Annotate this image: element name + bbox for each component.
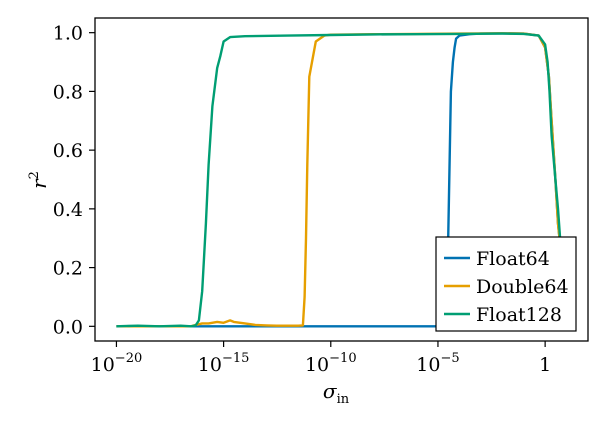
x-tick-label-1: 10−15: [198, 351, 250, 376]
x-axis: 10−20 10−15 10−10 10−5 1: [91, 341, 551, 376]
series-line-float128: [116, 32, 562, 328]
x-tick-label-4: 1: [539, 354, 551, 376]
legend-label-float64: Float64: [476, 248, 550, 270]
y-tick-label-5: 1.0: [53, 23, 83, 45]
series-layer: [116, 32, 562, 328]
y-tick-label-1: 0.2: [53, 258, 83, 280]
y-axis-label: r2: [27, 171, 51, 189]
y-tick-label-4: 0.8: [53, 81, 83, 103]
legend: Float64 Double64 Float128: [435, 236, 577, 332]
legend-label-double64: Double64: [476, 276, 569, 298]
x-axis-label: σin: [323, 379, 350, 407]
y-axis: 0.0 0.2 0.4 0.6 0.8 1.0: [53, 23, 95, 338]
x-tick-label-0: 10−20: [91, 351, 143, 376]
y-tick-label-3: 0.6: [53, 140, 83, 162]
y-tick-label-2: 0.4: [53, 199, 83, 221]
y-tick-label-0: 0.0: [53, 316, 83, 338]
x-tick-label-2: 10−10: [305, 351, 357, 376]
x-tick-label-3: 10−5: [416, 351, 459, 376]
legend-label-float128: Float128: [476, 304, 562, 326]
legend-box: [435, 236, 577, 332]
